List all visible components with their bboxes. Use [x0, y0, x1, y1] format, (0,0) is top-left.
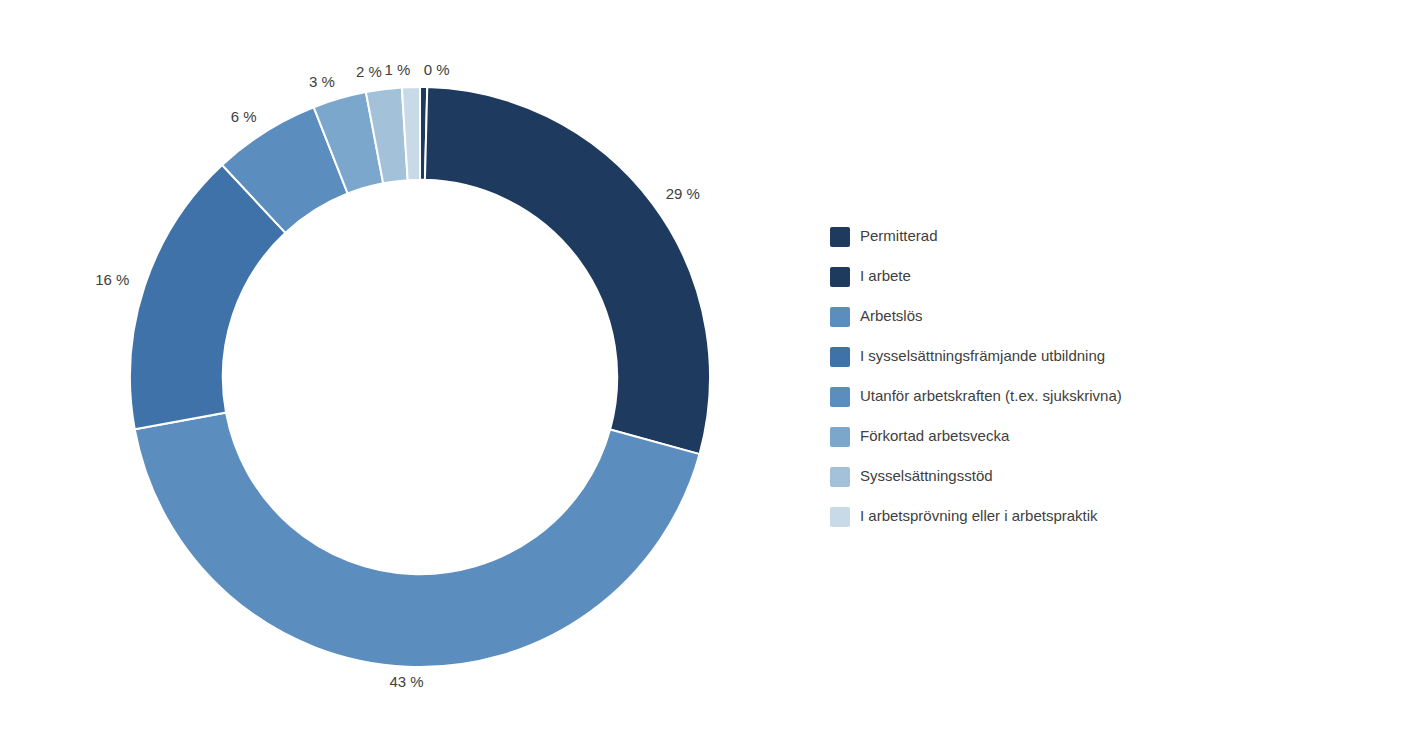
legend-item: Arbetslös — [830, 307, 923, 327]
legend-item: Sysselsättningsstöd — [830, 467, 993, 487]
legend-swatch — [830, 267, 850, 287]
data-label: 2 % — [356, 63, 382, 80]
legend-label: Förkortad arbetsvecka — [860, 427, 1010, 444]
slice — [425, 87, 710, 454]
slice — [135, 413, 700, 667]
legend-item: I arbetsprövning eller i arbetspraktik — [830, 507, 1098, 527]
data-label: 1 % — [385, 61, 411, 78]
data-label: 29 % — [666, 185, 700, 202]
legend-item: Utanför arbetskraften (t.ex. sjukskrivna… — [830, 387, 1122, 407]
data-label: 6 % — [231, 108, 257, 125]
legend-label: I arbete — [860, 267, 911, 284]
donut — [130, 87, 710, 667]
legend-item: I sysselsättningsfrämjande utbildning — [830, 347, 1105, 367]
legend-item: Förkortad arbetsvecka — [830, 427, 1010, 447]
legend-swatch — [830, 307, 850, 327]
legend-label: Arbetslös — [860, 307, 923, 324]
legend-label: Permitterad — [860, 227, 938, 244]
data-label: 43 % — [389, 673, 423, 690]
slice — [402, 87, 420, 180]
legend-label: Utanför arbetskraften (t.ex. sjukskrivna… — [860, 387, 1122, 404]
legend-label: I arbetsprövning eller i arbetspraktik — [860, 507, 1098, 524]
data-label: 16 % — [95, 271, 129, 288]
legend-label: I sysselsättningsfrämjande utbildning — [860, 347, 1105, 364]
legend-swatch — [830, 227, 850, 247]
data-labels: 0 % 29 % 43 % 16 % 6 % 3 % 2 %1 % — [95, 61, 700, 690]
legend-swatch — [830, 427, 850, 447]
legend-swatch — [830, 347, 850, 367]
legend-swatch — [830, 507, 850, 527]
legend-label: Sysselsättningsstöd — [860, 467, 993, 484]
legend-swatch — [830, 467, 850, 487]
legend-item: Permitterad — [830, 227, 938, 247]
legend: Permitterad I arbete Arbetslös I sysselsätt… — [830, 227, 1122, 527]
data-label: 0 % — [424, 61, 450, 78]
slice — [366, 88, 408, 184]
legend-swatch — [830, 387, 850, 407]
legend-item: I arbete — [830, 267, 911, 287]
chart: 0 % 29 % 43 % 16 % 6 % 3 % 2 %1 % Permitterad I … — [0, 0, 1426, 754]
data-label: 3 % — [309, 73, 335, 90]
